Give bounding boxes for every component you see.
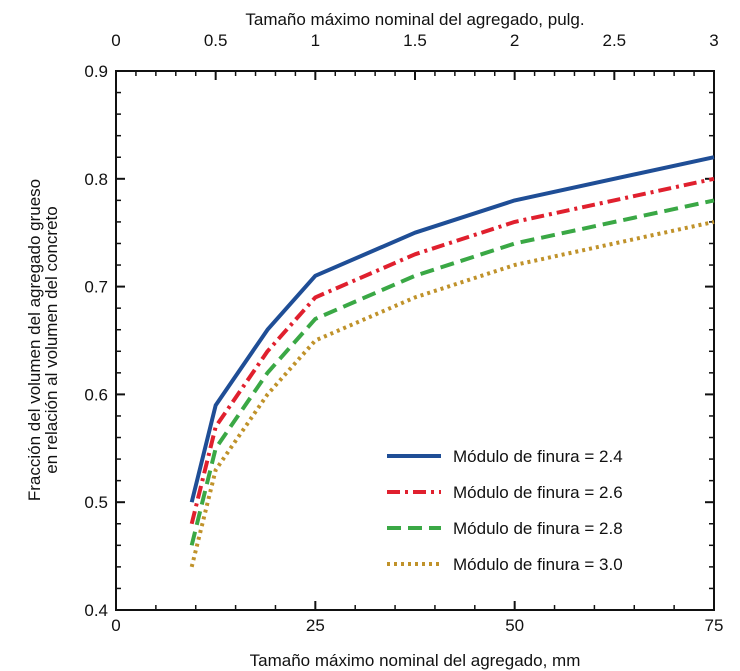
y-tick-label: 0.7: [84, 278, 108, 297]
x2-tick-label: 1.5: [403, 31, 427, 50]
legend-label-2: Módulo de finura = 2.6: [453, 483, 623, 502]
x2-tick-label: 2.5: [603, 31, 627, 50]
x2-tick-label: 0.5: [204, 31, 228, 50]
axis-ticks: 0 25 50 75 0 0.5 1 1.5 2 2.5 3 0.4 0.5 0.6 0.7 0.8 0.9: [84, 31, 723, 635]
legend-label-4: Módulo de finura = 3.0: [453, 555, 623, 574]
x-tick-label: 25: [306, 616, 325, 635]
x2-tick-label: 3: [709, 31, 718, 50]
series-line-1: [189, 155, 715, 503]
y-tick-label: 0.5: [84, 493, 108, 512]
x-tick-label: 75: [705, 616, 724, 635]
x2-tick-label: 0: [111, 31, 120, 50]
y-axis-title-line1: Fracción del volumen del agregado grueso: [25, 179, 44, 501]
series-lines: [189, 155, 715, 568]
y-tick-label: 0.4: [84, 601, 108, 620]
legend-label-1: Módulo de finura = 2.4: [453, 447, 623, 466]
legend-label-3: Módulo de finura = 2.8: [453, 519, 623, 538]
x-axis-title: Tamaño máximo nominal del agregado, mm: [250, 651, 581, 670]
y-axis-title-line2: en relación al volumen del concreto: [42, 206, 61, 473]
y-tick-label: 0.6: [84, 385, 108, 404]
series-line-2: [189, 176, 715, 525]
x2-axis-title: Tamaño máximo nominal del agregado, pulg…: [245, 10, 584, 29]
series-line-4: [189, 219, 715, 568]
series-line-3: [189, 198, 715, 546]
x2-tick-label: 1: [311, 31, 320, 50]
y-tick-label: 0.8: [84, 170, 108, 189]
x2-tick-label: 2: [510, 31, 519, 50]
legend: Módulo de finura = 2.4 Módulo de finura =…: [387, 447, 623, 574]
y-tick-label: 0.9: [84, 62, 108, 81]
x-tick-label: 50: [505, 616, 524, 635]
x-tick-label: 0: [111, 616, 120, 635]
